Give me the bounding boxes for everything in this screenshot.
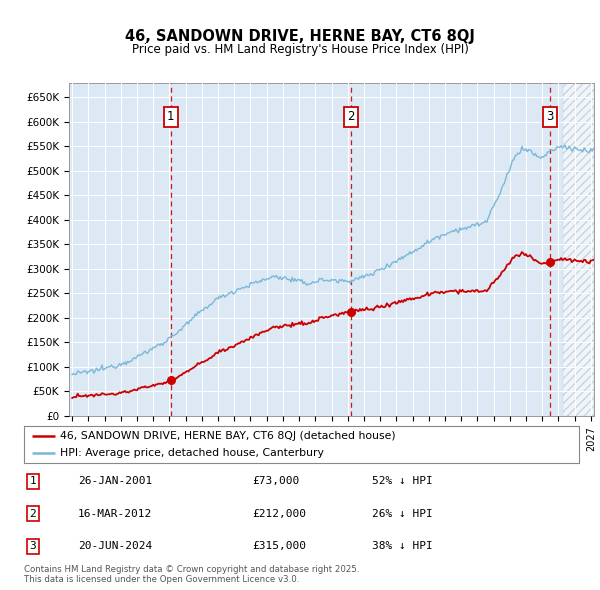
Text: 1: 1: [167, 110, 175, 123]
Text: 26% ↓ HPI: 26% ↓ HPI: [372, 509, 433, 519]
Text: 38% ↓ HPI: 38% ↓ HPI: [372, 542, 433, 551]
Text: £212,000: £212,000: [252, 509, 306, 519]
Text: 1: 1: [29, 477, 37, 486]
Text: 3: 3: [546, 110, 553, 123]
Text: £315,000: £315,000: [252, 542, 306, 551]
Text: 2: 2: [347, 110, 355, 123]
Text: Price paid vs. HM Land Registry's House Price Index (HPI): Price paid vs. HM Land Registry's House …: [131, 43, 469, 56]
Text: 2: 2: [29, 509, 37, 519]
Text: 46, SANDOWN DRIVE, HERNE BAY, CT6 8QJ: 46, SANDOWN DRIVE, HERNE BAY, CT6 8QJ: [125, 29, 475, 44]
Text: 26-JAN-2001: 26-JAN-2001: [78, 477, 152, 486]
Text: 52% ↓ HPI: 52% ↓ HPI: [372, 477, 433, 486]
Text: £73,000: £73,000: [252, 477, 299, 486]
Text: 46, SANDOWN DRIVE, HERNE BAY, CT6 8QJ (detached house): 46, SANDOWN DRIVE, HERNE BAY, CT6 8QJ (d…: [60, 431, 396, 441]
Text: HPI: Average price, detached house, Canterbury: HPI: Average price, detached house, Cant…: [60, 448, 324, 458]
Text: 20-JUN-2024: 20-JUN-2024: [78, 542, 152, 551]
Text: 16-MAR-2012: 16-MAR-2012: [78, 509, 152, 519]
Bar: [563, 83, 594, 416]
Text: 3: 3: [29, 542, 37, 551]
Text: Contains HM Land Registry data © Crown copyright and database right 2025.
This d: Contains HM Land Registry data © Crown c…: [24, 565, 359, 584]
